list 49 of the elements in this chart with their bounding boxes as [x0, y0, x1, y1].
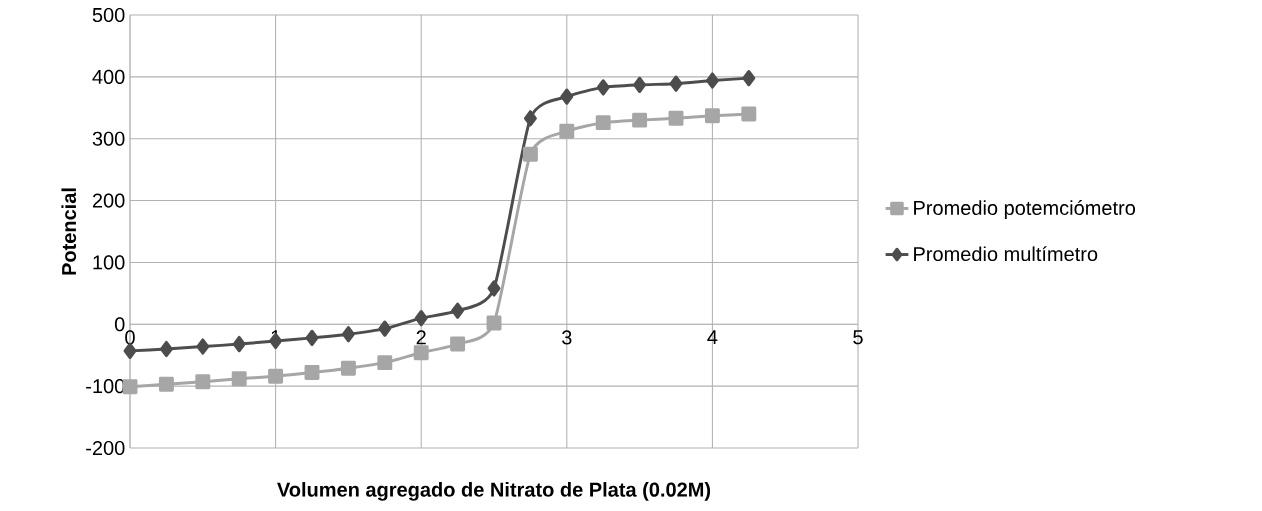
y-tick-label: -200 [86, 440, 125, 456]
legend-label: Promedio multímetro [914, 246, 1098, 262]
point [231, 371, 247, 387]
point [522, 146, 538, 162]
point [633, 76, 647, 94]
point [704, 108, 720, 124]
point [122, 379, 138, 395]
y-tick-label: 500 [92, 7, 125, 23]
y-tick-label: 100 [93, 255, 125, 270]
point [742, 69, 756, 87]
y-tick-label: 200 [92, 193, 125, 208]
point [486, 315, 502, 331]
point [668, 110, 684, 126]
point [195, 374, 211, 390]
point [377, 355, 393, 371]
y-tick-label: 300 [92, 131, 125, 146]
point [669, 75, 683, 92]
point [595, 115, 611, 131]
point [705, 72, 719, 89]
point [632, 112, 648, 128]
point [378, 320, 392, 337]
point [414, 309, 428, 327]
point [741, 106, 757, 122]
x-tick-label: 4 [707, 330, 718, 345]
point [596, 79, 610, 96]
point [559, 123, 575, 139]
point [268, 368, 284, 384]
legend-label: Promedio potemciómetro [914, 200, 1136, 219]
point [450, 336, 466, 352]
point [451, 302, 465, 319]
point [196, 338, 210, 355]
point [413, 345, 429, 361]
x-tick-label: 3 [562, 330, 572, 345]
point [523, 110, 537, 127]
y-tick-label: 400 [92, 69, 125, 84]
x-axis-title: Volumen agregado de Nitrato de Plata (0.02M) [277, 482, 711, 501]
point [305, 329, 319, 347]
x-tick-label: 2 [416, 330, 426, 345]
y-axis-title: Potencial [61, 188, 77, 275]
x-tick-label: 5 [853, 330, 863, 345]
point [487, 280, 501, 297]
point [304, 365, 320, 380]
point [158, 376, 174, 392]
point [560, 88, 574, 105]
point [159, 340, 173, 358]
point [341, 326, 355, 343]
point [232, 335, 246, 353]
y-tick-label: 0 [114, 317, 125, 332]
point [340, 360, 356, 376]
